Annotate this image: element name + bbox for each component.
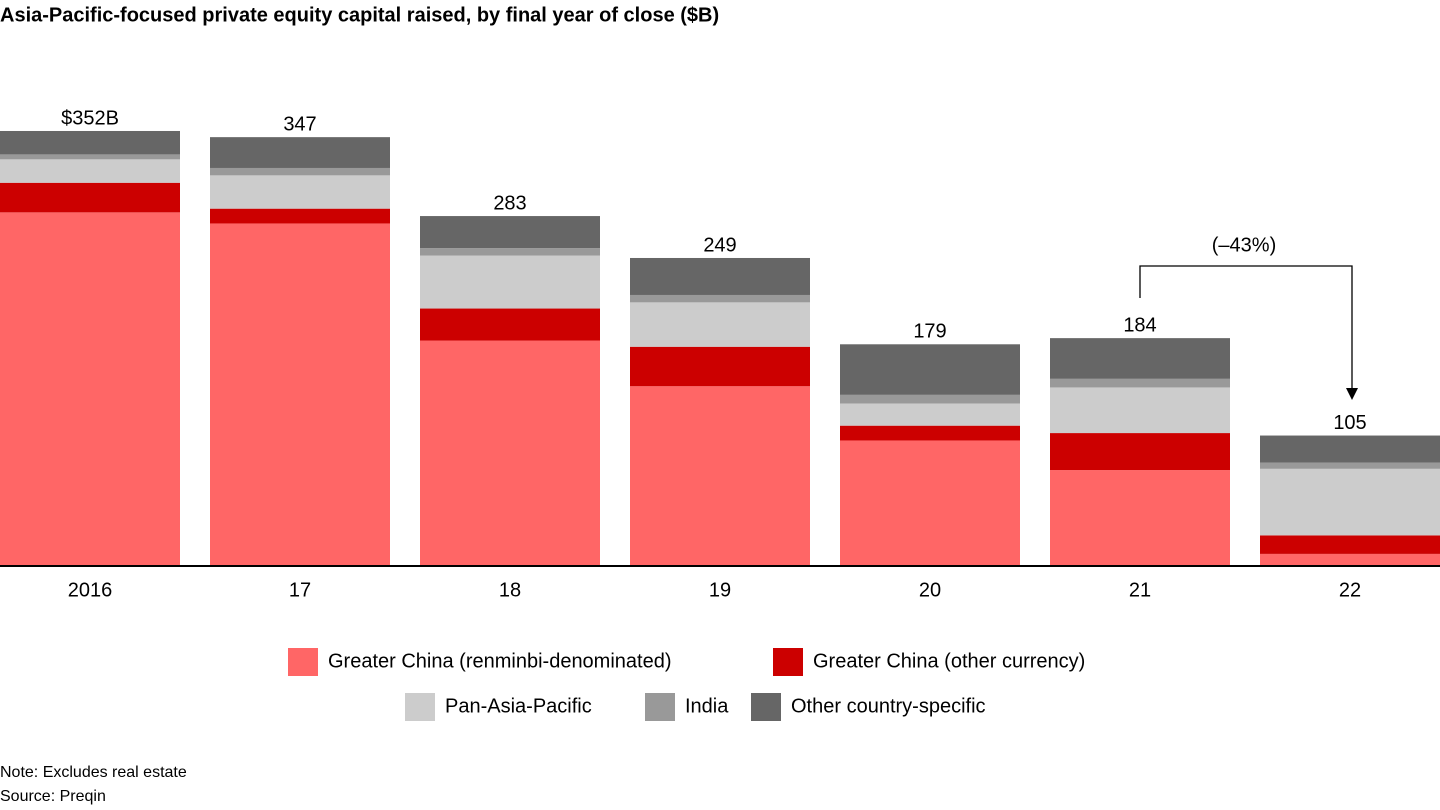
bar-segment <box>0 212 180 565</box>
total-label: 249 <box>703 234 736 256</box>
bar-segment <box>1050 433 1230 471</box>
legend-swatch <box>773 648 803 676</box>
legend-swatch <box>405 693 435 721</box>
legend-label: India <box>685 695 729 717</box>
bar-segment <box>1260 462 1440 469</box>
bar-segment <box>630 302 810 347</box>
total-label: 184 <box>1123 314 1156 336</box>
x-tick-label: 18 <box>499 579 521 601</box>
legend-label: Greater China (renminbi-denominated) <box>328 650 672 672</box>
bar-segment <box>0 154 180 160</box>
bar-segment <box>210 167 390 176</box>
bar-segment <box>1050 378 1230 388</box>
total-label: 347 <box>283 113 316 135</box>
bar-segment <box>210 208 390 224</box>
bar-segment <box>420 308 600 341</box>
legend-label: Greater China (other currency) <box>813 650 1085 672</box>
bar-segment <box>420 255 600 309</box>
bar-segment <box>630 294 810 303</box>
legend-label: Pan-Asia-Pacific <box>445 695 592 717</box>
legend-label: Other country-specific <box>791 695 986 717</box>
bar-segment <box>1050 387 1230 434</box>
legend-swatch <box>288 648 318 676</box>
bar-segment <box>840 440 1020 565</box>
chart-title: Asia-Pacific-focused private equity capi… <box>0 4 719 26</box>
x-tick-label: 21 <box>1129 579 1151 601</box>
x-tick-label: 20 <box>919 579 941 601</box>
arrow-head <box>1346 388 1358 400</box>
note: Note: Excludes real estate <box>0 764 187 781</box>
annotation: (–43%) <box>1212 234 1276 256</box>
total-label: 179 <box>913 321 946 343</box>
x-tick-label: 19 <box>709 579 731 601</box>
bar-segment <box>1260 553 1440 565</box>
total-label: 105 <box>1333 412 1366 434</box>
bar-segment <box>840 425 1020 441</box>
bar-segment <box>210 175 390 209</box>
source: Source: Preqin <box>0 788 106 805</box>
bar-segment <box>210 223 390 566</box>
bar-segment <box>0 159 180 183</box>
x-tick-label: 2016 <box>68 579 113 601</box>
bar-segment <box>1260 468 1440 536</box>
legend-swatch <box>751 693 781 721</box>
bar-segment <box>840 403 1020 426</box>
bar-segment <box>630 386 810 565</box>
total-label: 283 <box>493 192 526 214</box>
bar-segment <box>840 344 1020 395</box>
bar-segment <box>0 182 180 213</box>
bar-segment <box>210 137 390 168</box>
bar-segment <box>1050 338 1230 379</box>
legend-swatch <box>645 693 675 721</box>
bar-segment <box>1260 435 1440 463</box>
bar-segment <box>0 130 180 155</box>
annotation-arrow <box>1139 265 1353 392</box>
bar-segment <box>420 248 600 256</box>
total-label: $352B <box>61 107 119 129</box>
bar-segment <box>840 394 1020 404</box>
x-tick-label: 22 <box>1339 579 1361 601</box>
bar-segment <box>630 257 810 295</box>
x-tick-label: 17 <box>289 579 311 601</box>
bar-segment <box>420 216 600 249</box>
bar-segment <box>420 340 600 565</box>
bar-segment <box>1260 535 1440 554</box>
bar-segment <box>1050 470 1230 565</box>
bar-segment <box>630 346 810 387</box>
